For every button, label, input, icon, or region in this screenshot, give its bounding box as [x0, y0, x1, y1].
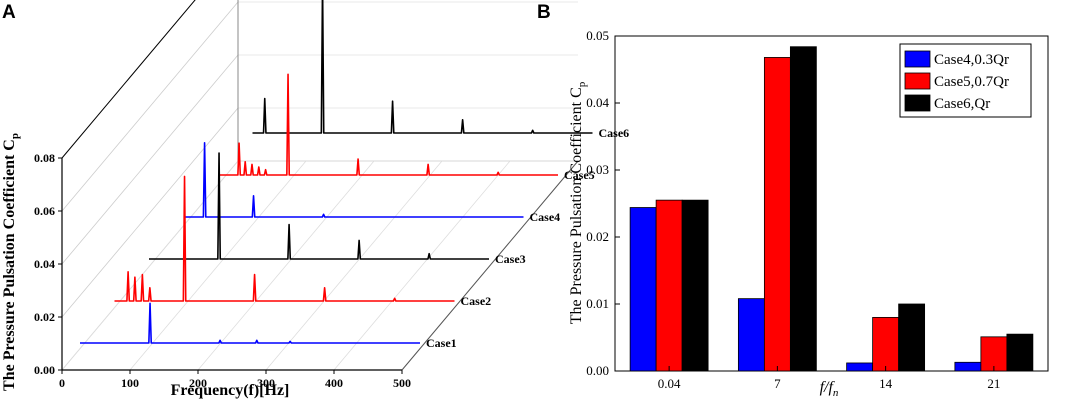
bar-legend-label-2: Case6,Qr — [934, 96, 990, 112]
bar-x-tick-label: 0.04 — [658, 376, 681, 391]
waterfall-x-tick-label: 300 — [257, 376, 275, 390]
bar-case6-14 — [898, 303, 926, 372]
bar-y-axis-title: The Pressure Pulsation Coefficient Cp — [568, 81, 588, 324]
bar-y-axis-title-main: The Pressure Pulsation Coefficient C — [568, 87, 585, 324]
bar-series — [629, 46, 1034, 372]
waterfall-case-label-case1: Case1 — [426, 336, 457, 350]
waterfall-y-gridline — [61, 1, 239, 212]
bar-case6-0.04 — [681, 199, 709, 372]
waterfall-x-tick-label: 500 — [393, 376, 411, 390]
bar-y-tick-label: 0.01 — [586, 296, 609, 311]
waterfall-series-case2 — [114, 175, 455, 302]
bar-y-tick-label: 0.02 — [586, 229, 609, 244]
bar-y-tick-label: 0.05 — [586, 28, 609, 43]
waterfall-y-tick-label: 0.08 — [34, 151, 55, 165]
waterfall-x-tick-label: 100 — [121, 376, 139, 390]
bar-x-axis-title-main: f/f — [820, 379, 836, 396]
bar-x-tick-label: 7 — [774, 376, 781, 391]
waterfall-floor-gridline — [265, 160, 443, 371]
bar-case6-7 — [789, 46, 817, 372]
bar-x-tick-label: 14 — [879, 376, 893, 391]
bar-x-ticks: 0.04 7 14 21 — [658, 366, 1000, 391]
waterfall-floor-gridline — [61, 160, 239, 371]
waterfall-y-axis-title-main: The Pressure Pulsation Coefficient C — [1, 139, 18, 391]
waterfall-series-case1 — [80, 302, 420, 344]
waterfall-floor-gridline — [197, 160, 375, 371]
panel-b-label: B — [537, 2, 551, 23]
waterfall-series-case3 — [149, 152, 489, 260]
bar-case5-0.04 — [655, 199, 683, 372]
bar-case4-7 — [737, 298, 765, 372]
bar-case6-21 — [1006, 333, 1034, 372]
waterfall-grid — [61, 0, 579, 371]
bar-chart-frame — [614, 35, 1049, 372]
waterfall-case-label-case3: Case3 — [495, 252, 526, 266]
bar-legend: Case4,0.3Qr Case5,0.7Qr Case6,Qr — [899, 43, 1032, 118]
waterfall-chart: 0 100 200 300 400 500 0.00 0.02 0.04 0.06 0.08 Ca… — [1, 0, 629, 399]
bar-legend-swatch-2 — [904, 94, 931, 112]
waterfall-case-label-case5: Case5 — [564, 168, 595, 182]
waterfall-x-tick-label: 400 — [325, 376, 343, 390]
waterfall-x-ticks: 0 100 200 300 400 500 — [59, 370, 411, 390]
waterfall-y-axis-title-sub: p — [9, 133, 21, 139]
panel-a-label: A — [2, 2, 16, 23]
bar-legend-swatch-1 — [904, 72, 931, 90]
bar-case5-21 — [980, 336, 1008, 372]
bar-y-tick-label: 0.00 — [586, 363, 609, 378]
waterfall-axes — [61, 0, 579, 371]
bar-x-axis-title: f/fn — [820, 379, 839, 399]
waterfall-y-tick-label: 0.06 — [34, 204, 55, 218]
waterfall-top-edge — [61, 0, 196, 159]
waterfall-series-case4 — [183, 142, 524, 218]
bar-y-ticks: 0.00 0.01 0.02 0.03 0.04 0.05 — [586, 28, 620, 378]
bar-chart: 0.00 0.01 0.02 0.03 0.04 0.05 0.04 7 14 21 Case4… — [568, 28, 1049, 399]
bar-case4-14 — [846, 362, 874, 372]
waterfall-x-axis-title: Frequency(f)[Hz] — [171, 382, 290, 399]
bar-legend-label-1: Case5,0.7Qr — [934, 74, 1009, 90]
waterfall-case-label-case6: Case6 — [599, 126, 630, 140]
bar-x-tick-label: 21 — [987, 376, 1000, 391]
bar-x-axis-title-sub: n — [833, 387, 839, 399]
waterfall-case-label-case2: Case2 — [461, 294, 492, 308]
waterfall-depth-axis — [401, 160, 579, 371]
waterfall-y-ticks: 0.00 0.02 0.04 0.06 0.08 — [34, 151, 62, 377]
bar-case4-0.04 — [629, 207, 657, 372]
waterfall-y-tick-label: 0.02 — [34, 310, 55, 324]
bar-y-tick-label: 0.04 — [586, 95, 609, 110]
bar-case5-14 — [872, 316, 900, 372]
waterfall-series-case5 — [218, 73, 558, 176]
waterfall-case-label-case4: Case4 — [530, 210, 561, 224]
waterfall-floor-gridline — [333, 160, 511, 371]
waterfall-x-tick-label: 0 — [59, 376, 65, 390]
waterfall-series-case6 — [252, 0, 593, 134]
waterfall-x-tick-label: 200 — [189, 376, 207, 390]
waterfall-floor-gridline — [129, 160, 307, 371]
bar-y-axis-title-sub: p — [576, 81, 588, 87]
waterfall-y-gridline — [61, 107, 239, 318]
bar-legend-swatch-0 — [904, 50, 931, 68]
waterfall-series — [80, 0, 593, 344]
waterfall-y-tick-label: 0.04 — [34, 257, 55, 271]
bar-legend-label-0: Case4,0.3Qr — [934, 52, 1009, 68]
waterfall-case-labels: Case6 Case5 Case4 Case3 Case2 Case1 — [426, 126, 629, 350]
waterfall-y-gridline — [61, 0, 196, 159]
bar-case4-21 — [954, 361, 982, 372]
waterfall-y-gridline — [61, 54, 239, 265]
waterfall-y-axis-title: The Pressure Pulsation Coefficient Cp — [1, 133, 21, 391]
bar-case5-7 — [763, 57, 791, 372]
bar-y-tick-label: 0.03 — [586, 162, 609, 177]
waterfall-y-tick-label: 0.00 — [34, 363, 55, 377]
